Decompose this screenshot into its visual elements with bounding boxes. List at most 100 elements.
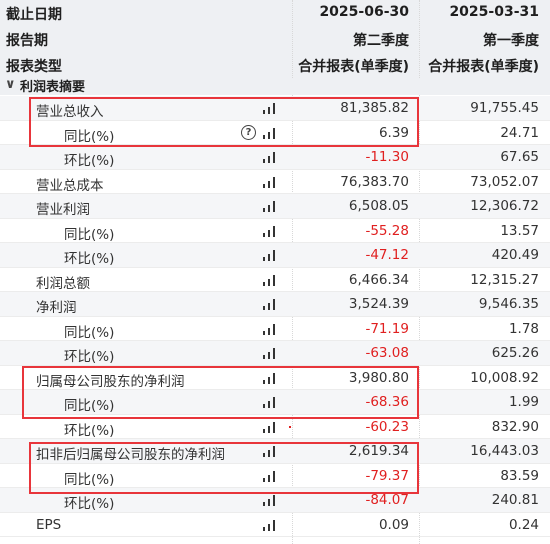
header-col2: 合并报表(单季度) (428, 59, 539, 75)
row-value-q2: -63.08 (365, 345, 409, 361)
bar-chart-icon[interactable] (263, 347, 276, 359)
header-label: 报告期 (6, 33, 48, 49)
table-row[interactable]: 环比(%) -11.30 67.65 (0, 145, 550, 170)
row-value-q2: 6,466.34 (348, 271, 409, 288)
table-row[interactable]: 归属母公司股东的净利润 3,980.80 10,008.92 (0, 366, 550, 390)
row-value-q1: 420.49 (491, 247, 539, 263)
row-value-q1: 73,052.07 (470, 173, 539, 190)
bar-chart-icon[interactable] (263, 323, 276, 335)
row-label: 营业总收入 (36, 104, 104, 120)
row-label: 净利润 (36, 300, 77, 316)
row-value-q1: 12,306.72 (470, 198, 539, 214)
bar-chart-icon[interactable] (263, 151, 276, 163)
row-label: EPS (36, 516, 62, 533)
header-row-period: 报告期 第二季度 第一季度 (0, 26, 550, 52)
row-value-q2: 6.39 (378, 124, 409, 141)
section-title: 利润表摘要 (20, 80, 86, 95)
row-value-q2: -84.07 (365, 492, 409, 508)
highlight-box-revenue (29, 97, 419, 147)
table-row[interactable]: 同比(%) -71.19 1.78 (0, 317, 550, 341)
table-row[interactable]: 环比(%) -63.08 625.26 (0, 341, 550, 366)
row-label: 环比(%) (64, 422, 115, 439)
table-row[interactable]: 同比(%)? 6.39 24.71 (0, 121, 550, 145)
row-value-q1: 83.59 (500, 467, 539, 484)
bar-chart-icon[interactable] (263, 274, 276, 286)
header-label: 截止日期 (6, 7, 62, 23)
bar-chart-icon[interactable] (263, 421, 276, 433)
row-value-q2: -55.28 (365, 222, 409, 239)
help-circle-icon[interactable]: ? (241, 124, 256, 140)
bar-chart-icon[interactable] (263, 372, 276, 384)
row-label: 同比(%) (64, 324, 115, 341)
row-value-q1: 12,315.27 (470, 271, 539, 288)
row-label: 同比(%) (64, 128, 115, 145)
highlight-box-net-profit-parent (22, 366, 419, 419)
bar-chart-icon[interactable] (263, 176, 276, 188)
row-value-q1: 1.99 (508, 394, 539, 410)
header-col1: 第二季度 (353, 33, 409, 49)
table-row[interactable]: 营业总收入 81,385.82 91,755.45 (0, 96, 550, 121)
bar-chart-icon[interactable] (263, 396, 276, 408)
bar-chart-icon[interactable] (263, 494, 276, 506)
column-divider (419, 0, 420, 544)
table-row[interactable]: 同比(%) -68.36 1.99 (0, 390, 550, 415)
row-value-q1: 16,443.03 (470, 443, 539, 459)
row-value-q1: 9,546.35 (478, 296, 539, 312)
section-income-summary[interactable]: ∨ 利润表摘要 (0, 78, 550, 95)
bar-chart-icon[interactable] (263, 102, 276, 114)
bar-chart-icon[interactable] (263, 249, 276, 261)
row-value-q2: 3,524.39 (348, 296, 409, 312)
table-row[interactable]: 同比(%) -79.37 83.59 (0, 464, 550, 488)
table-row[interactable]: 环比(%) -47.12 420.49 (0, 243, 550, 268)
row-value-q2: -68.36 (365, 394, 409, 410)
row-label: 营业总成本 (36, 177, 104, 194)
row-value-q2: 2,619.34 (348, 443, 409, 459)
header-col2: 第一季度 (483, 33, 539, 49)
row-value-q1: 10,008.92 (470, 369, 539, 386)
table-row[interactable]: 环比(%) -60.23 832.90 (0, 415, 550, 439)
row-value-q1: 1.78 (508, 320, 539, 337)
header-col2[interactable]: 2025-03-31 (449, 4, 539, 20)
row-label: 同比(%) (64, 398, 115, 414)
row-label: 环比(%) (64, 349, 115, 365)
row-label: 归属母公司股东的净利润 (36, 373, 185, 390)
row-label: 利润总额 (36, 275, 90, 292)
table-row[interactable]: 同比(%) -55.28 13.57 (0, 219, 550, 243)
table-row[interactable]: EPS 0.09 0.24 (0, 513, 550, 537)
bar-chart-icon[interactable] (263, 470, 276, 482)
table-row[interactable]: 净利润 3,524.39 9,546.35 (0, 292, 550, 317)
row-value-q1: 67.65 (500, 149, 539, 165)
bar-chart-icon[interactable] (263, 200, 276, 212)
red-marker (289, 425, 291, 428)
table-row[interactable]: 利润总额 6,466.34 12,315.27 (0, 268, 550, 292)
bar-chart-icon[interactable] (263, 225, 276, 237)
bar-chart-icon[interactable] (263, 127, 276, 139)
bar-chart-icon[interactable] (263, 298, 276, 310)
row-value-q2: -60.23 (365, 418, 409, 435)
bar-chart-icon[interactable] (263, 519, 276, 531)
table-header (0, 0, 550, 78)
chevron-down-icon[interactable]: ∨ (5, 78, 16, 92)
row-value-q2: -79.37 (365, 467, 409, 484)
row-value-q2: 3,980.80 (348, 369, 409, 386)
row-value-q2: 81,385.82 (340, 100, 409, 116)
row-value-q2: -47.12 (365, 247, 409, 263)
column-divider (292, 0, 293, 544)
table-row[interactable]: 营业总成本 76,383.70 73,052.07 (0, 170, 550, 194)
row-value-q1: 91,755.45 (470, 100, 539, 116)
row-label: 环比(%) (64, 496, 115, 512)
row-value-q1: 240.81 (491, 492, 539, 508)
row-value-q1: 0.24 (508, 516, 539, 533)
row-label: 环比(%) (64, 251, 115, 267)
row-label: 同比(%) (64, 226, 115, 243)
header-col1[interactable]: 2025-06-30 (319, 4, 409, 20)
row-label: 同比(%) (64, 471, 115, 488)
row-value-q1: 625.26 (491, 345, 539, 361)
table-row[interactable]: 扣非后归属母公司股东的净利润 2,619.34 16,443.03 (0, 439, 550, 464)
bar-chart-icon[interactable] (263, 445, 276, 457)
row-value-q2: 0.09 (378, 516, 409, 533)
table-row[interactable]: 营业利润 6,508.05 12,306.72 (0, 194, 550, 219)
row-label: 扣非后归属母公司股东的净利润 (36, 447, 225, 463)
header-row-date: 截止日期 2025-06-30 2025-03-31 (0, 0, 550, 26)
header-col1: 合并报表(单季度) (298, 59, 409, 75)
